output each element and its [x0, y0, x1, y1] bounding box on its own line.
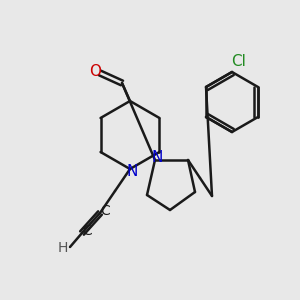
- Text: N: N: [126, 164, 138, 179]
- Text: C: C: [100, 204, 110, 218]
- Text: N: N: [151, 149, 163, 164]
- Text: C: C: [82, 224, 92, 238]
- Text: H: H: [58, 241, 68, 255]
- Text: O: O: [89, 64, 101, 80]
- Text: Cl: Cl: [232, 55, 246, 70]
